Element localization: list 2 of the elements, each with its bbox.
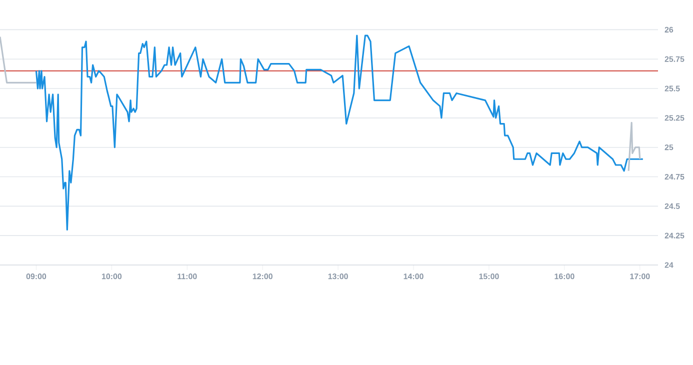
line-series: [628, 122, 641, 172]
line-series: [35, 34, 644, 231]
